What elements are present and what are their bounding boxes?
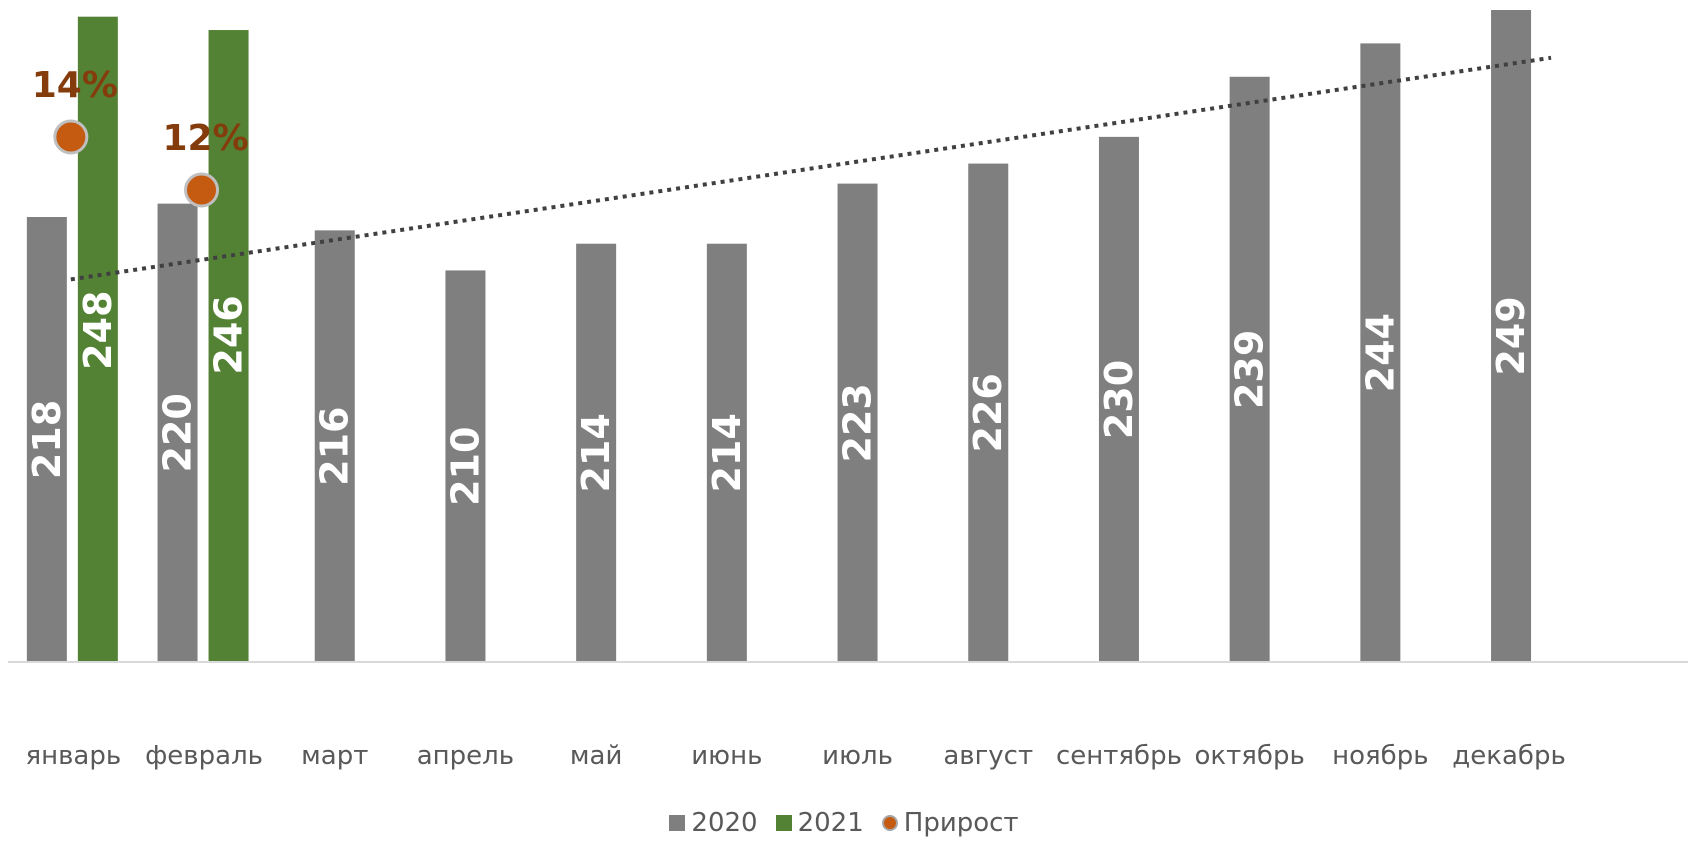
legend-marker-growth (881, 815, 898, 831)
bar-2021-2 (208, 30, 249, 663)
x-label-9: сентябрь (1056, 741, 1182, 771)
value-label-2020-6: 214 (705, 413, 749, 492)
series-2020-bars (26, 10, 1532, 663)
value-label-2020-5: 214 (574, 413, 618, 492)
x-label-4: апрель (417, 741, 514, 771)
bar-2020-11 (1360, 43, 1401, 663)
value-label-2020-3: 216 (313, 407, 357, 486)
growth-label-2: 12% (162, 118, 248, 159)
legend: 2020 2021 Прирост (0, 808, 1688, 838)
value-label-2020-1: 218 (25, 400, 69, 479)
x-label-2: февраль (145, 741, 263, 771)
legend-label-2021: 2021 (797, 808, 864, 838)
bar-2020-4 (445, 270, 486, 662)
legend-marker-2021 (775, 815, 792, 831)
value-label-2020-2: 220 (156, 393, 200, 472)
value-label-2020-8: 226 (966, 373, 1010, 452)
series-2021-bars (77, 16, 249, 663)
legend-label-growth: Прирост (903, 808, 1019, 838)
value-label-2021-2: 246 (207, 295, 251, 374)
x-label-8: август (943, 741, 1033, 771)
growth-marker-2 (184, 172, 220, 208)
x-label-1: январь (25, 741, 121, 771)
bar-2020-6 (706, 243, 747, 663)
value-label-2020-9: 230 (1097, 360, 1141, 439)
x-label-11: ноябрь (1332, 741, 1428, 771)
bar-2020-7 (837, 183, 878, 662)
legend-marker-2020 (669, 815, 686, 831)
value-label-2020-7: 223 (836, 383, 880, 462)
x-label-7: июль (822, 741, 893, 771)
bar-2020-1 (26, 217, 67, 662)
value-label-2020-4: 210 (443, 427, 487, 506)
growth-label-1: 14% (32, 65, 118, 106)
bar-2021-1 (77, 16, 118, 662)
x-label-5: май (570, 741, 622, 771)
bar-2020-2 (157, 203, 198, 663)
legend-item-2021: 2021 (775, 808, 864, 838)
legend-item-growth: Прирост (881, 808, 1019, 838)
x-label-12: декабрь (1452, 741, 1565, 771)
legend-item-2020: 2020 (669, 808, 758, 838)
bar-2020-8 (968, 163, 1009, 663)
value-label-2020-11: 244 (1358, 313, 1402, 392)
value-label-2020-12: 249 (1489, 296, 1533, 375)
x-label-10: октябрь (1195, 741, 1305, 771)
legend-label-2020: 2020 (691, 808, 758, 838)
growth-marker-1 (53, 119, 89, 155)
x-axis-labels: январь февраль март апрель май июнь июль август… (25, 741, 1565, 771)
bar-2020-10 (1229, 76, 1270, 663)
bar-2020-9 (1098, 136, 1139, 662)
bar-2020-3 (314, 230, 355, 662)
bar-2020-12 (1491, 10, 1532, 662)
bar-2020-5 (576, 243, 617, 663)
x-label-6: июнь (691, 741, 762, 771)
growth-markers: 14% 12% (32, 65, 249, 208)
value-label-2020-10: 239 (1228, 330, 1272, 409)
x-label-3: март (301, 741, 368, 771)
trendline-2020 (70, 55, 1552, 282)
value-label-2021-1: 248 (76, 291, 120, 370)
